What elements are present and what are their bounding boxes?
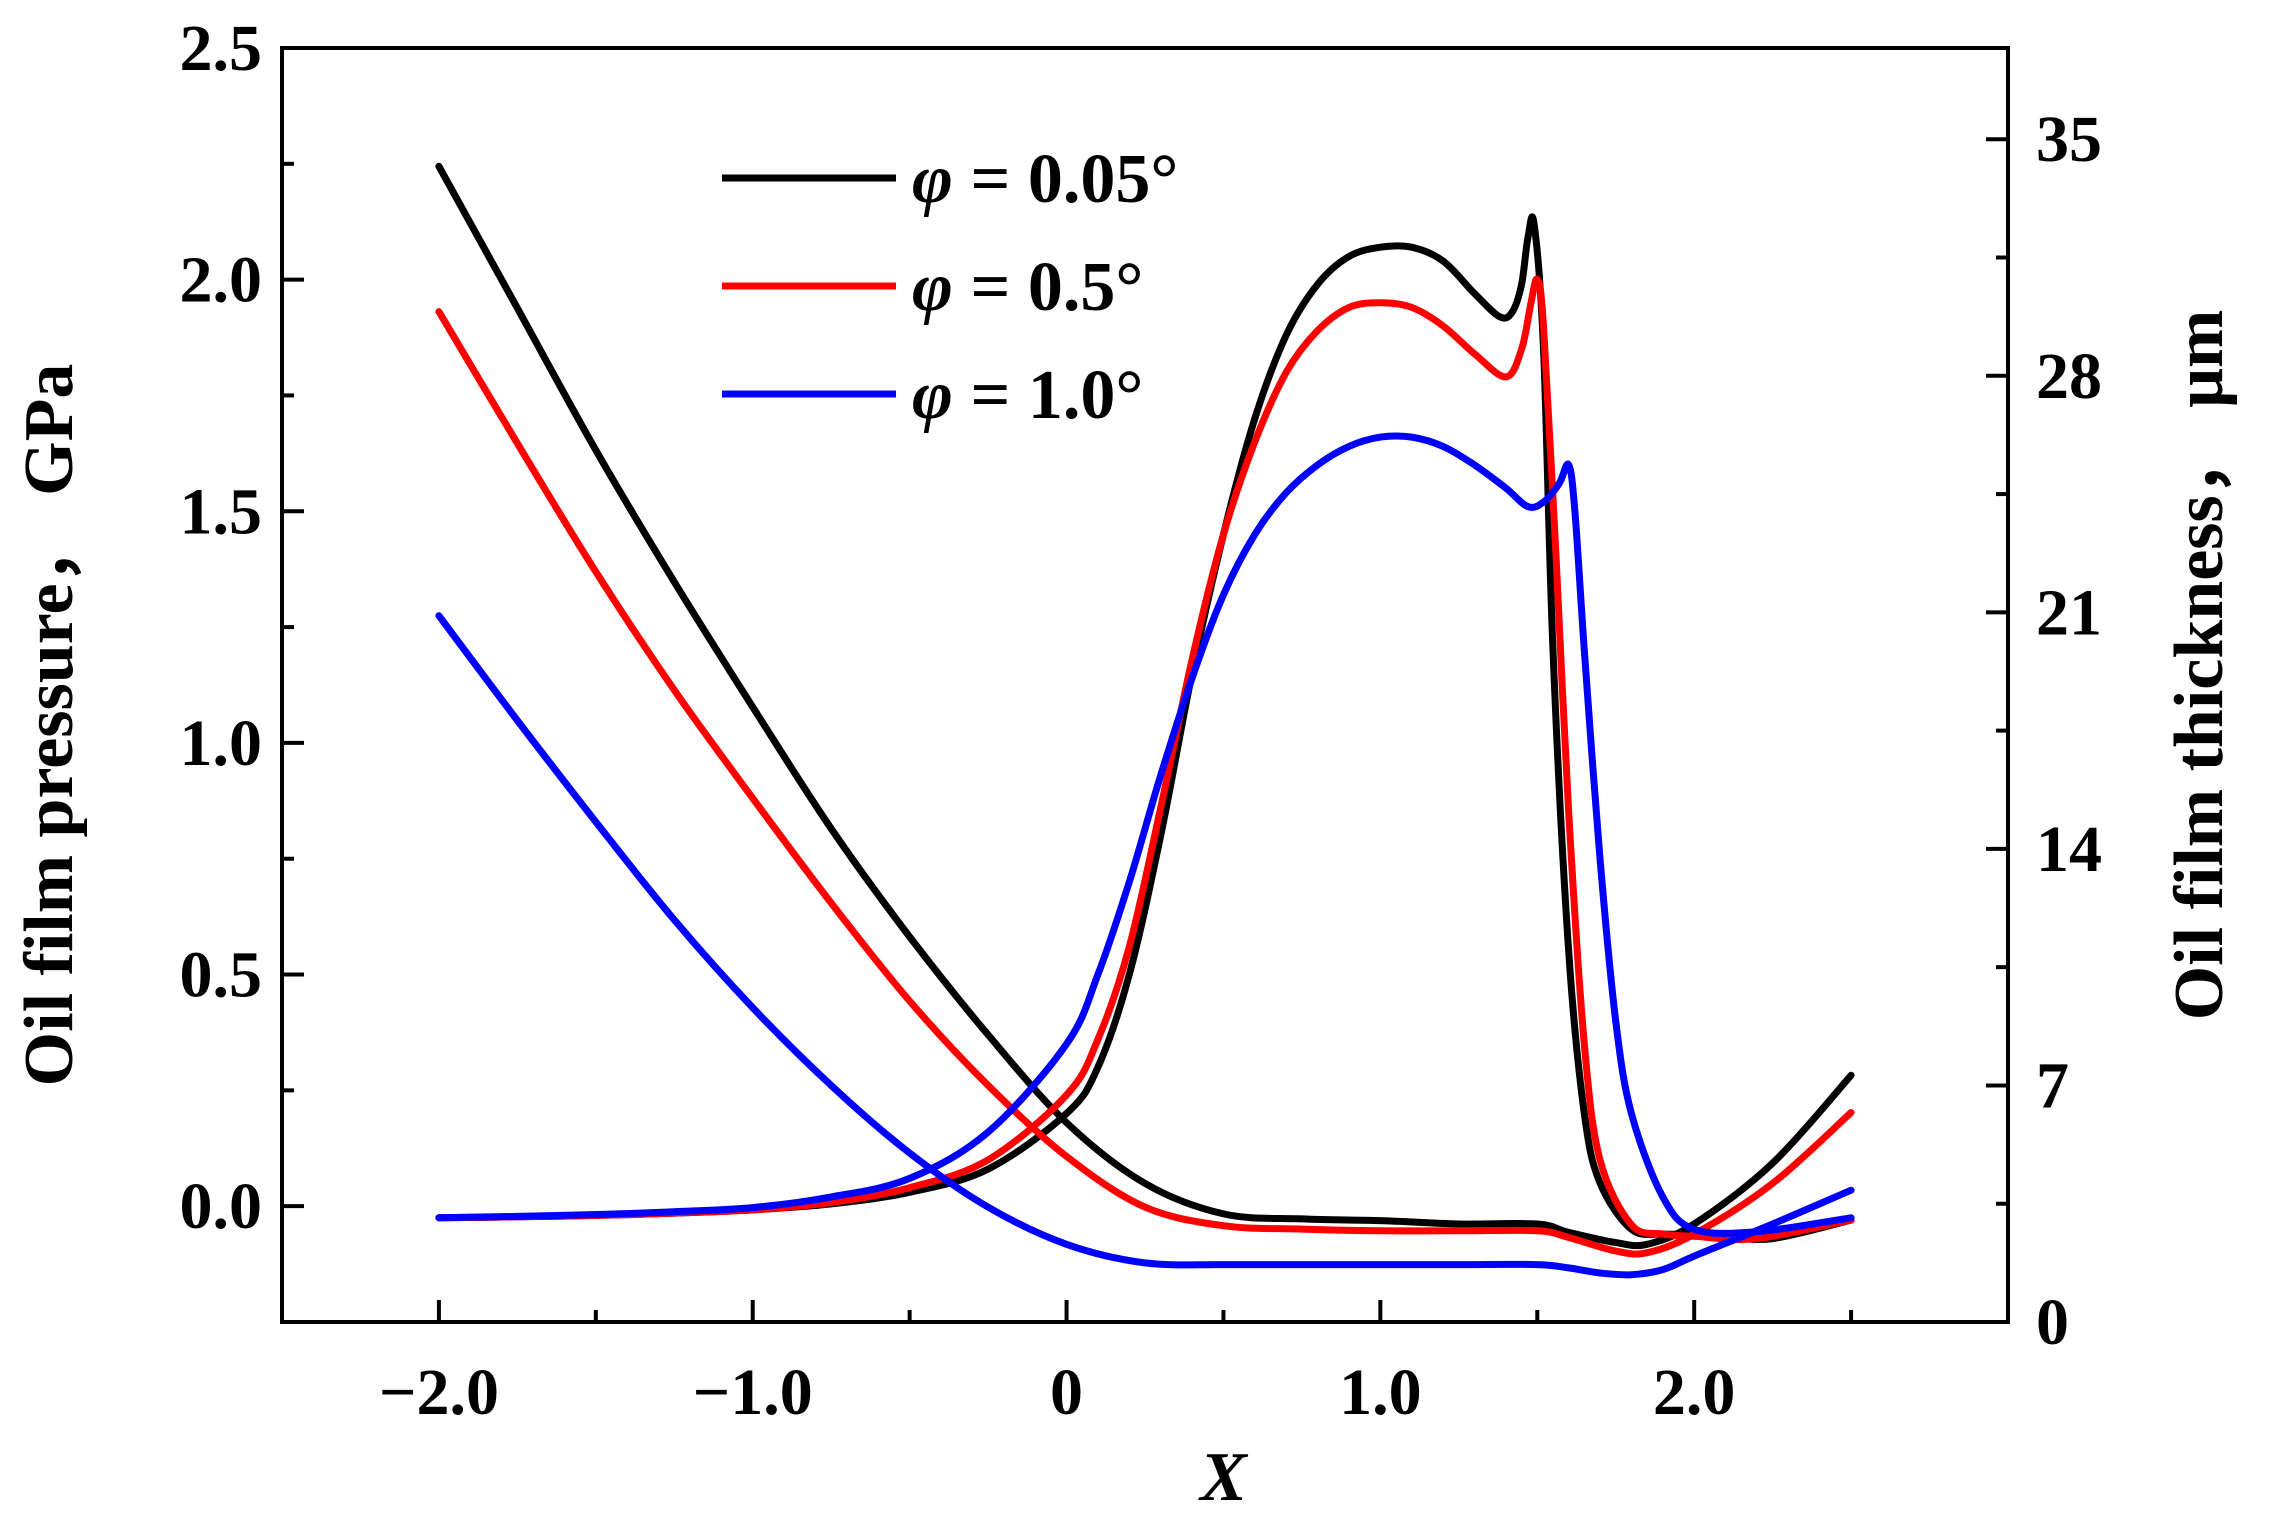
x-tick-label: 1.0 [1339,1356,1422,1429]
x-axis-label: X [1198,1439,1249,1516]
legend-symbol: φ [912,357,953,434]
legend-value: = 1.0° [953,357,1143,434]
right-tick-label: 0 [2036,1286,2069,1359]
x-tick-label: −1.0 [693,1356,813,1429]
left-tick-label: 0.5 [180,939,263,1012]
left-tick-label: 2.5 [180,12,263,85]
legend-value: = 0.5° [953,249,1143,326]
legend-label-series-2: φ = 0.5° [912,249,1143,326]
thickness-line-series-1 [435,162,1855,1250]
left-tick-label: 1.0 [180,707,263,780]
right-tick-label: 21 [2036,576,2102,649]
legend-symbol: φ [912,249,953,326]
left-tick-label: 0.0 [180,1170,263,1243]
left-axis-label: Oil film pressure， GPa [11,364,88,1087]
x-tick-label: 0 [1050,1356,1083,1429]
right-tick-label: 14 [2036,813,2102,886]
plot-frame [280,46,2010,1324]
left-tick-label: 2.0 [180,244,263,317]
legend-label-series-3: φ = 1.0° [912,357,1143,434]
pressure-line-series-3 [435,432,1855,1237]
x-axis-ticks: −2.0 −1.0 0 1.0 2.0 [280,1300,2010,1429]
right-axis-ticks: 0 7 14 21 28 35 [1986,103,2102,1359]
series-layer [435,162,1855,1279]
left-axis-ticks: 0.0 0.5 1.0 1.5 2.0 2.5 [180,12,304,1324]
x-tick-label: 2.0 [1653,1356,1736,1429]
thickness-line-series-3 [435,612,1855,1279]
legend-symbol: φ [912,141,953,218]
pressure-line-series-1 [435,213,1855,1243]
pressure-line-series-2 [435,275,1855,1243]
right-tick-label: 28 [2036,340,2102,413]
left-tick-label: 1.5 [180,475,263,548]
right-tick-label: 35 [2036,103,2102,176]
legend-label-series-1: φ = 0.05° [912,141,1178,218]
legend: φ = 0.05°φ = 0.5°φ = 1.0° [722,141,1178,434]
legend-value: = 0.05° [953,141,1178,218]
right-axis-label: Oil film thickness， μm [2161,310,2238,1021]
right-tick-label: 7 [2036,1049,2069,1122]
thickness-line-series-2 [435,308,1855,1258]
x-tick-label: −2.0 [379,1356,499,1429]
